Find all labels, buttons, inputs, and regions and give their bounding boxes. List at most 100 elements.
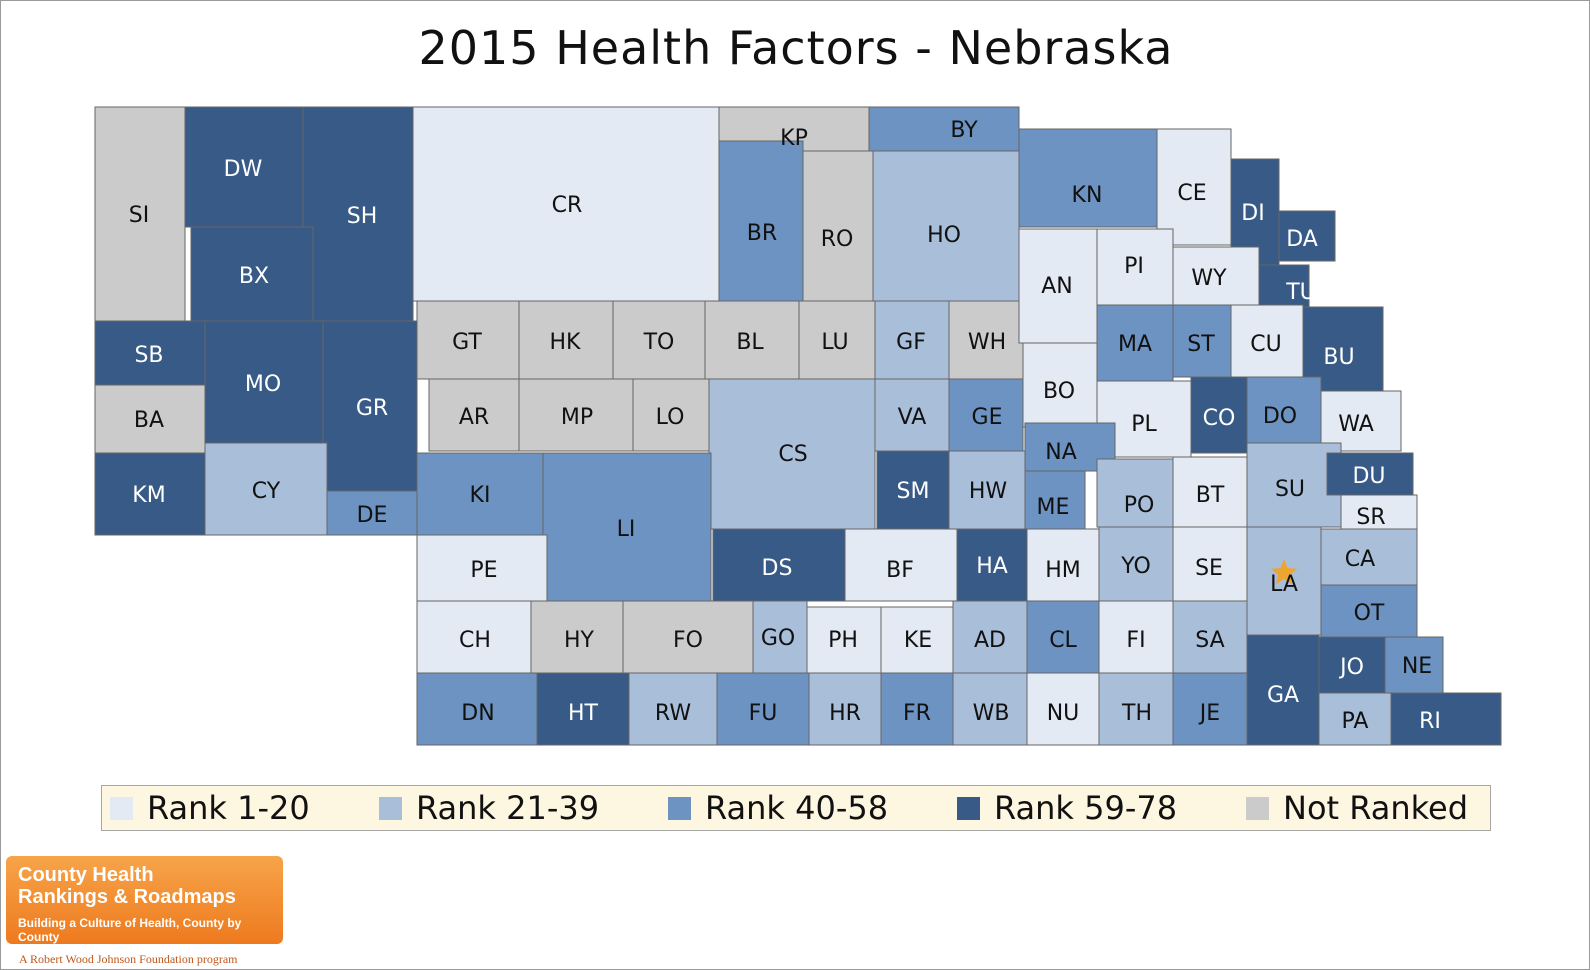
county-ph [806, 606, 882, 674]
county-co [1190, 376, 1248, 454]
county-label-pl: PL [1131, 412, 1157, 437]
county-fu [716, 672, 810, 746]
county-gr [322, 320, 418, 492]
county-label-bf: BF [886, 558, 914, 583]
county-label-du: DU [1352, 464, 1385, 489]
county-label-by: BY [950, 118, 978, 143]
county-wy [1172, 246, 1260, 306]
legend-swatch [110, 796, 133, 820]
county-label-dw: DW [224, 157, 263, 182]
county-label-ga: GA [1267, 683, 1299, 708]
county-cy [204, 442, 328, 536]
county-do [1246, 376, 1322, 444]
county-ba [94, 384, 206, 454]
county-mp [518, 378, 634, 452]
county-label-ge: GE [972, 405, 1003, 430]
county-label-ri: RI [1419, 709, 1441, 734]
county-label-bx: BX [239, 264, 269, 289]
county-label-gf: GF [896, 330, 926, 355]
county-se [1172, 526, 1248, 602]
county-lo [632, 378, 710, 452]
county-label-to: TO [643, 330, 675, 355]
county-label-km: KM [132, 483, 165, 508]
county-health-rankings-logo: County Health Rankings & Roadmaps Buildi… [6, 856, 283, 944]
county-hw [948, 450, 1026, 530]
county-po [1096, 458, 1174, 528]
legend-item-rank-1-20: Rank 1-20 [110, 786, 310, 830]
county-jo [1318, 636, 1386, 694]
county-label-ph: PH [828, 628, 858, 653]
county-to [612, 300, 706, 380]
county-label-li: LI [617, 517, 636, 542]
county-sb [94, 320, 206, 386]
county-pi [1096, 228, 1174, 306]
county-label-ca: CA [1345, 547, 1375, 572]
county-cs [708, 378, 876, 530]
county-label-si: SI [129, 203, 149, 228]
county-label-hw: HW [969, 479, 1008, 504]
county-label-va: VA [898, 405, 927, 430]
county-ri [1390, 692, 1502, 746]
county-label-fo: FO [673, 628, 703, 653]
county-dn [416, 672, 538, 746]
county-dw [184, 106, 304, 228]
county-label-ar: AR [459, 405, 489, 430]
county-bx [190, 226, 314, 322]
county-label-hm: HM [1045, 558, 1081, 583]
county-ds [712, 528, 846, 602]
county-su [1246, 442, 1342, 528]
county-wb [952, 672, 1028, 746]
county-fi [1098, 600, 1174, 674]
legend-label: Rank 59-78 [994, 789, 1178, 827]
county-label-do: DO [1263, 404, 1297, 429]
legend-item-rank-21-39: Rank 21-39 [379, 786, 599, 830]
county-ca [1320, 528, 1418, 586]
county-wa [1320, 390, 1402, 452]
county-label-sb: SB [134, 343, 163, 368]
county-label-layer: SI DW SH BX CR KP BY BR RO HO KN CE DI DA SB MO GR BA KM CY… [129, 118, 1441, 734]
logo-line-1: County Health [18, 864, 154, 886]
county-label-ki: KI [470, 483, 491, 508]
county-label-gt: GT [452, 330, 482, 355]
county-label-la: LA [1270, 572, 1298, 597]
county-ho [872, 150, 1020, 302]
county-label-bl: BL [736, 330, 764, 355]
county-va [874, 378, 950, 452]
county-bu [1302, 306, 1384, 392]
county-label-ds: DS [762, 556, 793, 581]
county-label-ke: KE [904, 628, 932, 653]
county-label-pe: PE [470, 558, 497, 583]
county-label-da: DA [1286, 227, 1318, 252]
county-label-lu: LU [821, 330, 848, 355]
county-si [94, 106, 186, 322]
county-mo [204, 320, 324, 444]
county-label-ma: MA [1118, 332, 1152, 357]
county-label-bu: BU [1323, 345, 1354, 370]
county-label-go: GO [761, 626, 795, 651]
county-li [542, 452, 712, 602]
county-label-nu: NU [1047, 701, 1080, 726]
county-label-sa: SA [1195, 628, 1224, 653]
county-label-wa: WA [1338, 412, 1374, 437]
county-label-an: AN [1041, 274, 1073, 299]
legend-label: Rank 40-58 [705, 789, 889, 827]
county-lu [798, 300, 876, 380]
county-by [868, 106, 1020, 158]
county-label-po: PO [1124, 493, 1155, 518]
county-bl [704, 300, 800, 380]
county-sr [1340, 494, 1418, 530]
county-label-hy: HY [564, 628, 595, 653]
county-label-cu: CU [1250, 332, 1281, 357]
county-label-lo: LO [656, 405, 685, 430]
legend-swatch [1246, 796, 1269, 820]
legend-label: Rank 21-39 [416, 789, 600, 827]
county-an [1018, 228, 1098, 344]
county-label-hr: HR [829, 701, 861, 726]
legend-swatch [379, 796, 402, 820]
county-label-tu: TU [1285, 280, 1316, 305]
county-label-br: BR [747, 221, 777, 246]
legend-item-not-ranked: Not Ranked [1246, 786, 1468, 830]
map-title: 2015 Health Factors - Nebraska [418, 21, 1174, 75]
legend-label: Rank 1-20 [147, 789, 310, 827]
